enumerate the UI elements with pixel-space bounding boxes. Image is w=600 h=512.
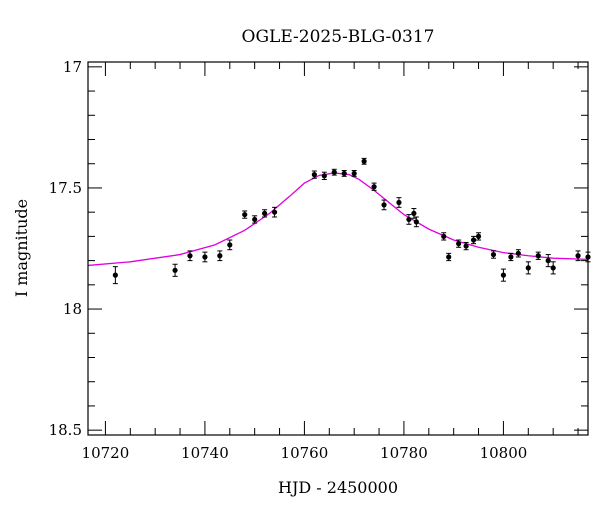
chart-title: OGLE-2025-BLG-0317 — [242, 27, 435, 47]
data-marker — [396, 199, 402, 206]
data-marker — [341, 170, 347, 177]
data-point — [187, 250, 193, 262]
y-tick-label: 17.5 — [49, 179, 82, 197]
data-marker — [411, 210, 417, 216]
data-marker — [470, 237, 477, 243]
data-marker — [535, 253, 541, 259]
data-marker — [515, 250, 521, 256]
data-point — [311, 170, 317, 179]
plot-frame — [87, 61, 589, 436]
data-marker — [441, 233, 447, 239]
x-tick-label: 10800 — [480, 444, 528, 462]
data-point — [463, 241, 469, 251]
x-axis-label: HJD - 2450000 — [278, 478, 398, 497]
data-point — [371, 182, 377, 191]
data-point — [112, 266, 118, 285]
data-point — [242, 210, 248, 219]
data-point — [331, 168, 337, 176]
data-point — [361, 157, 367, 165]
data-point — [396, 197, 402, 208]
data-point — [535, 251, 541, 260]
data-marker — [321, 173, 327, 179]
data-point — [381, 199, 387, 211]
data-marker — [463, 243, 469, 249]
data-point — [575, 250, 581, 262]
data-marker — [508, 254, 514, 260]
data-point — [456, 239, 462, 248]
data-point — [172, 263, 178, 277]
data-point — [252, 215, 258, 224]
data-marker — [351, 170, 357, 177]
data-point — [202, 251, 208, 263]
data-point — [321, 171, 327, 180]
data-marker — [172, 267, 178, 273]
data-marker — [413, 219, 419, 225]
data-marker — [406, 216, 412, 223]
data-point — [441, 232, 447, 241]
x-tick-label: 10760 — [281, 444, 329, 462]
x-tick-label: 10780 — [380, 444, 428, 462]
x-tick-label: 10740 — [181, 444, 229, 462]
data-point — [413, 216, 419, 228]
data-point — [470, 235, 477, 245]
data-point — [351, 170, 357, 177]
data-marker — [202, 254, 208, 260]
data-marker — [490, 251, 497, 258]
data-point — [406, 214, 412, 225]
data-point — [271, 206, 278, 218]
data-marker — [371, 184, 377, 190]
model-curve — [88, 172, 588, 267]
data-point — [545, 254, 551, 268]
data-marker — [187, 253, 193, 259]
data-marker — [575, 253, 581, 259]
data-marker — [217, 253, 223, 259]
data-marker — [311, 172, 317, 178]
data-marker — [550, 265, 556, 271]
data-marker — [227, 242, 233, 248]
data-marker — [271, 209, 278, 215]
data-marker — [545, 258, 551, 264]
data-marker — [331, 169, 337, 175]
y-axis-label: I magnitude — [12, 199, 31, 297]
data-marker — [242, 211, 248, 218]
y-tick-label: 18.5 — [49, 421, 82, 439]
y-tick-label: 17 — [63, 58, 82, 76]
data-point — [490, 250, 497, 259]
data-marker — [456, 241, 462, 247]
data-point — [446, 252, 452, 262]
data-marker — [446, 254, 452, 260]
data-point — [475, 232, 482, 241]
data-marker — [112, 272, 118, 278]
data-marker — [525, 265, 531, 271]
data-marker — [381, 202, 387, 208]
x-tick-label: 10720 — [82, 444, 130, 462]
data-point — [508, 252, 514, 262]
data-marker — [475, 233, 482, 239]
data-point — [525, 261, 531, 275]
data-point — [217, 250, 223, 262]
data-marker — [361, 158, 367, 164]
data-marker — [262, 210, 268, 216]
data-marker — [500, 272, 507, 278]
data-point — [341, 170, 347, 177]
data-point — [500, 268, 507, 282]
data-point — [550, 261, 556, 275]
data-point — [515, 249, 521, 258]
data-point — [262, 209, 268, 218]
y-tick-label: 18 — [63, 300, 82, 318]
data-marker — [252, 216, 258, 223]
data-point — [227, 239, 233, 251]
